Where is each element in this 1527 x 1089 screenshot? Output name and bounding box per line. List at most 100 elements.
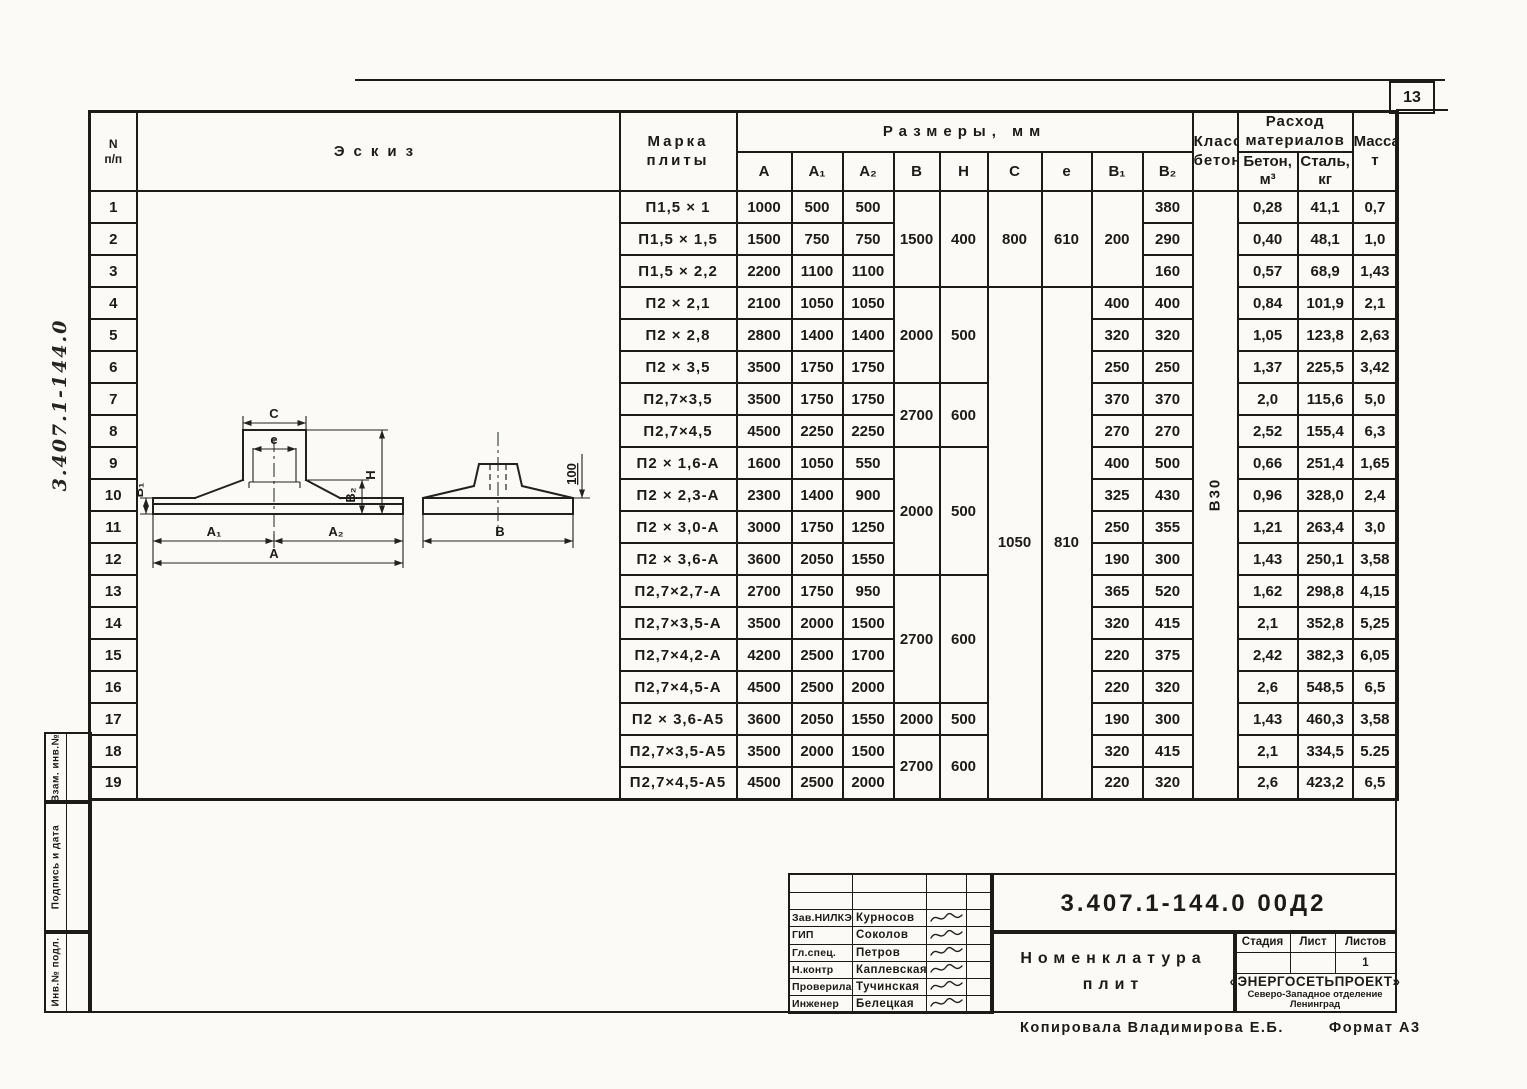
table-cell: 320 (1090, 606, 1144, 640)
signature-cell (926, 994, 966, 1012)
table-cell: 365 (1090, 574, 1144, 608)
table-cell: 0,7 (1351, 190, 1399, 224)
table-cell: 320 (1090, 734, 1144, 768)
dim-label-a: А (269, 546, 279, 561)
signature-name: Петров (852, 943, 926, 961)
header-size-b1: В₁ (1090, 150, 1144, 192)
table-cell: 355 (1141, 510, 1194, 544)
plate-mark: П2 × 3,6-А (618, 542, 738, 576)
table-cell: 320 (1141, 670, 1194, 704)
table-cell: 0,57 (1236, 254, 1299, 288)
signature-cell (926, 926, 966, 944)
table-cell: 3500 (735, 606, 793, 640)
right-section-sketch: В 100 (421, 432, 590, 548)
header-concrete-line2: м³ (1259, 171, 1276, 189)
stage-header-listov: Листов (1335, 932, 1395, 952)
header-num-line2: п/п (104, 151, 123, 166)
organization-branch: Северо-Западное отделение (1247, 988, 1383, 1000)
table-row: 3 П1,5 × 2,2 2200 1100 1100 160 0,57 68,9 1,43 (88, 254, 1399, 288)
table-cell: 2250 (841, 414, 895, 448)
signature-cell (926, 943, 966, 961)
titleblock-signatures: Зав.НИЛКЭ Курносов ГИП Соколов Гл.спец. Пет… (788, 873, 994, 1014)
table-cell: 4500 (735, 766, 793, 800)
header-mass: Масса, т (1351, 110, 1399, 192)
table-row: 12 П2 × 3,6-А 3600 2050 1550 190 300 1,43 250,1 3… (88, 542, 1399, 576)
organization-city: Ленинград (1289, 999, 1341, 1011)
table-cell: 5,0 (1351, 382, 1399, 416)
signature-scribble (929, 981, 963, 991)
table-cell: 400 (1090, 286, 1144, 320)
table-cell: 2250 (790, 414, 844, 448)
table-cell: 0,28 (1236, 190, 1299, 224)
header-steel-line1: Сталь, (1300, 152, 1350, 170)
table-cell: 1100 (841, 254, 895, 288)
table-cell: 500 (938, 446, 989, 576)
table-cell: 2,63 (1351, 318, 1399, 352)
table-cell: 810 (1040, 286, 1093, 800)
table-row: 4 П2 × 2,1 2100 1050 1050 2000 500 1050 810 400 40… (88, 286, 1399, 800)
titleblock-cell (966, 909, 992, 927)
table-cell: 6,5 (1351, 766, 1399, 800)
table-cell: 900 (841, 478, 895, 512)
header-materials: Расход материалов (1236, 110, 1354, 153)
dim-label-b2: В₂ (343, 487, 358, 502)
table-cell: 2,52 (1236, 414, 1299, 448)
table-cell: 4500 (735, 670, 793, 704)
table-cell: 2700 (735, 574, 793, 608)
table-header: N п/п Эскиз Марка плиты Размеры, мм Клас… (88, 110, 1399, 192)
plate-mark: П2,7×4,2-А (618, 638, 738, 672)
table-cell: 0,84 (1236, 286, 1299, 320)
signature-cell (926, 977, 966, 995)
table-cell: 225,5 (1296, 350, 1354, 384)
table-cell: 2000 (841, 766, 895, 800)
table-cell: 1750 (790, 574, 844, 608)
table-cell: 3000 (735, 510, 793, 544)
stage-value-list (1290, 952, 1335, 973)
table-body: 1 С е (88, 190, 1399, 800)
table-row: 5 П2 × 2,8 2800 1400 1400 320 320 1,05 123,8 2,63 (88, 318, 1399, 352)
table-cell: 5.25 (1351, 734, 1399, 768)
table-cell: 400 (938, 190, 989, 288)
table-cell: 6,5 (1351, 670, 1399, 704)
header-class-line2: бетона (1193, 151, 1236, 169)
signature-name: Курносов (852, 909, 926, 927)
table-cell: 1400 (841, 318, 895, 352)
row-number: 6 (88, 350, 138, 384)
table-cell: 250 (1141, 350, 1194, 384)
table-cell: 220 (1090, 766, 1144, 800)
left-section-sketch: С е А₁ А₂ А В₁ В₂ Н (139, 406, 404, 568)
signature-cell (926, 909, 966, 927)
header-materials-line2: материалов (1245, 131, 1345, 149)
table-cell: 2500 (790, 766, 844, 800)
table-cell: 1050 (841, 286, 895, 320)
signature-name: Тучинская (852, 977, 926, 995)
table-cell: 2700 (892, 382, 941, 448)
titleblock-cell (790, 892, 852, 909)
row-number: 14 (88, 606, 138, 640)
signature-scribble (929, 929, 963, 939)
table-cell: 1050 (790, 446, 844, 480)
table-cell: 2,6 (1236, 766, 1299, 800)
table-cell: 263,4 (1296, 510, 1354, 544)
dim-label-a1: А₁ (206, 524, 221, 539)
table-row: 6 П2 × 3,5 3500 1750 1750 250 250 1,37 225,5 3,42 (88, 350, 1399, 384)
table-cell: 2050 (790, 702, 844, 736)
table-cell: 1400 (790, 478, 844, 512)
plate-mark: П2,7×4,5-А (618, 670, 738, 704)
dim-label-100: 100 (564, 463, 579, 485)
table-cell: 101,9 (1296, 286, 1354, 320)
table-cell: 1,05 (1236, 318, 1299, 352)
table-cell: 950 (841, 574, 895, 608)
table-cell: 415 (1141, 734, 1194, 768)
signature-cell (926, 960, 966, 978)
dim-label-h: Н (363, 470, 378, 479)
table-cell: 1,0 (1351, 222, 1399, 256)
table-cell: 460,3 (1296, 702, 1354, 736)
table-cell: 1750 (790, 382, 844, 416)
table-cell: 800 (986, 190, 1043, 288)
header-mass-line2: т (1371, 151, 1379, 169)
table-cell: 2000 (892, 702, 941, 736)
plate-mark: П1,5 × 2,2 (618, 254, 738, 288)
table-cell: 250,1 (1296, 542, 1354, 576)
plate-mark: П2,7×4,5-А5 (618, 766, 738, 800)
